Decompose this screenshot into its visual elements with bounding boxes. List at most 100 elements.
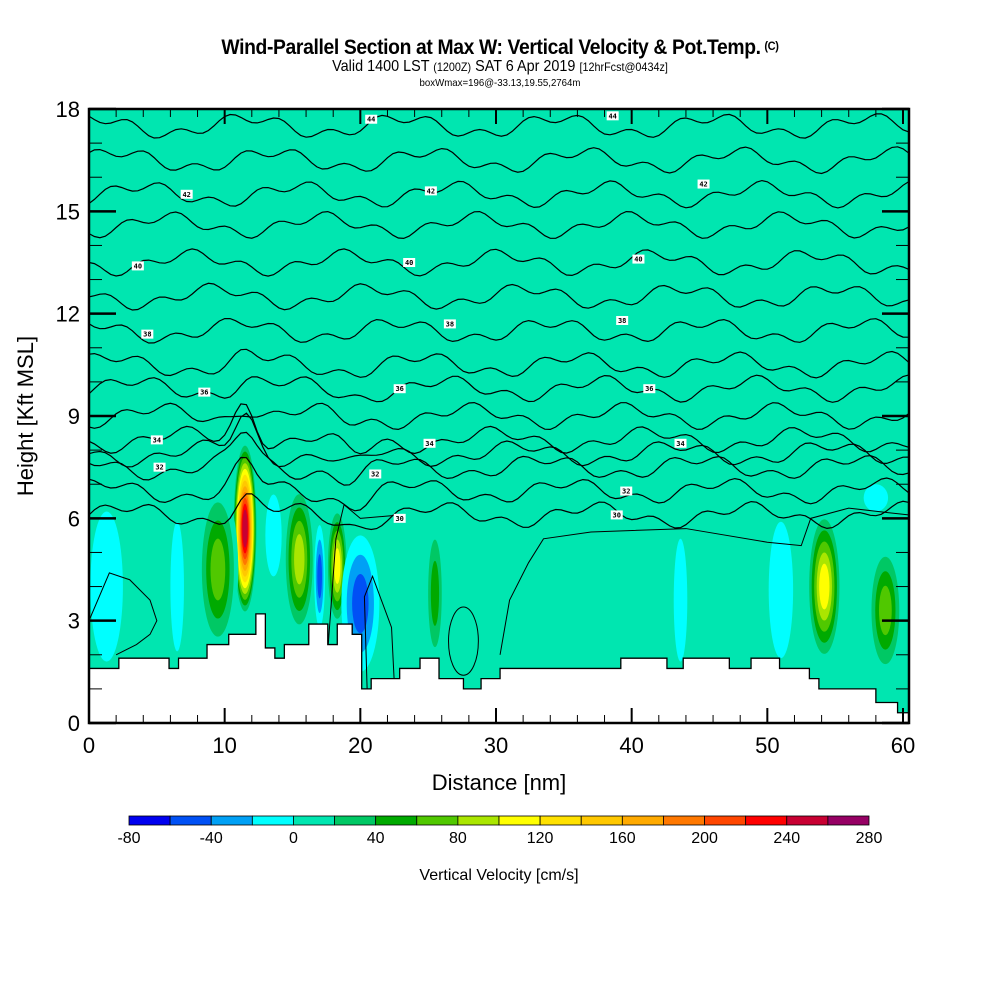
contour-label-box — [616, 315, 629, 325]
weak-updraft-band — [734, 109, 770, 464]
x-tick-labels: 0 10 20 30 40 50 60 — [83, 733, 915, 758]
theta-contour-closed — [448, 606, 479, 676]
theta-contour-37 — [89, 348, 909, 379]
theta-contour-35 — [89, 401, 909, 431]
contour-label-box — [150, 435, 163, 445]
x-tick-label: 10 — [212, 733, 236, 758]
theta-contour-low-mid — [324, 503, 402, 689]
colorbar-bin — [169, 815, 212, 826]
chart-title-text: Wind-Parallel Section at Max W: Vertical… — [221, 36, 761, 59]
contour-label: 36 — [395, 385, 403, 393]
colorbar-bin — [375, 815, 418, 826]
theta-contour-36 — [89, 374, 909, 403]
y-axis-title: Height [Kft MSL] — [13, 336, 38, 496]
contour-label: 32 — [622, 488, 630, 496]
contour-label: 42 — [699, 181, 707, 189]
colorbar-tick-label: 160 — [609, 830, 636, 847]
downdraft-cell — [863, 484, 889, 512]
x-tick-label: 0 — [83, 733, 95, 758]
colorbar-bin — [786, 815, 829, 826]
weak-updraft-band — [843, 109, 884, 478]
colorbar-bin — [580, 815, 623, 826]
theta-contour-31 — [89, 456, 909, 512]
box-wmax-info: boxWmax=196@-33.13,19.55,2764m — [419, 77, 581, 89]
y-tick-label: 6 — [68, 506, 80, 531]
theta-contour-32 — [89, 431, 909, 486]
contour-label-box — [131, 261, 144, 271]
colorbar-bin — [498, 815, 541, 826]
contour-label: 40 — [634, 256, 642, 264]
colorbar — [128, 815, 870, 826]
contour-label-box — [365, 114, 378, 124]
low-level-updraft-band — [570, 566, 598, 689]
colorbar-tick-label: 0 — [289, 830, 298, 847]
terrain-profile — [89, 613, 909, 723]
updraft-cell — [242, 509, 248, 548]
contour-label: 38 — [618, 317, 626, 325]
colorbar-tick-label: -40 — [200, 830, 223, 847]
contour-label-box — [141, 329, 154, 339]
downdraft-cell — [352, 574, 369, 634]
low-level-updraft-band — [645, 545, 673, 689]
contour-label: 42 — [427, 187, 435, 195]
theta-contour-low-cell — [363, 574, 395, 689]
updraft-cell — [294, 534, 305, 585]
theta-contour-34 — [89, 403, 909, 455]
downdraft-cell — [317, 554, 322, 599]
valid-utc: (1200Z) — [433, 60, 472, 74]
contour-label-box — [393, 513, 406, 523]
downdraft-cell — [90, 511, 123, 662]
contour-label-box — [403, 258, 416, 267]
y-tick-label: 9 — [68, 404, 80, 429]
y-tick-labels: 0 3 6 9 12 15 18 — [56, 97, 80, 736]
weak-updraft-band — [656, 109, 694, 478]
weak-updraft-band — [529, 109, 572, 464]
axis-ticks — [88, 107, 909, 725]
valid-time: Valid 1400 LST — [332, 58, 430, 75]
theta-contour-low-left — [89, 572, 158, 656]
colorbar-bin — [416, 815, 459, 826]
updraft-cell — [819, 563, 830, 610]
contour-label-box — [443, 319, 456, 329]
colorbar-tick-labels: -80 -40 0 40 80 120 160 200 240 280 — [117, 830, 882, 847]
x-axis-title: Distance [nm] — [432, 770, 567, 795]
theta-contour-40 — [89, 248, 909, 277]
theta-contour-30 — [89, 493, 909, 531]
updraft-cell — [210, 538, 226, 601]
contour-label: 32 — [155, 464, 163, 472]
updraft-cell — [430, 560, 440, 626]
colorbar-bin — [539, 815, 582, 826]
weak-updraft-band — [283, 109, 309, 478]
forecast-info: [12hrFcst@0434z] — [579, 60, 668, 74]
y-tick-label: 0 — [68, 711, 80, 736]
colorbar-tick-label: 240 — [773, 830, 800, 847]
contour-labels: 44 44 42 42 42 40 40 40 38 38 38 36 36 36 34 34 34 32 32 32… — [131, 111, 710, 523]
colorbar-bin — [293, 815, 335, 826]
colorbar-tick-label: 120 — [527, 830, 554, 847]
chart-title: Wind-Parallel Section at Max W: Vertical… — [40, 36, 960, 60]
theta-contour-38 — [89, 318, 909, 344]
contour-label-box — [610, 510, 623, 520]
theta-contour-41 — [89, 210, 909, 240]
contour-label: 34 — [153, 436, 161, 444]
colorbar-bin — [663, 815, 705, 826]
theta-contour-42 — [89, 179, 909, 209]
weak-updraft-band — [463, 109, 499, 478]
contour-label-box — [198, 387, 211, 397]
x-tick-label: 60 — [891, 733, 915, 758]
colorbar-bin — [704, 815, 747, 826]
downdraft-cell — [170, 521, 184, 652]
contour-label-box — [697, 179, 710, 189]
contour-label-box — [369, 469, 382, 479]
contour-label-box — [632, 254, 645, 264]
downdraft-cell — [768, 521, 794, 659]
downdraft-cell — [265, 494, 282, 577]
contour-label: 42 — [182, 191, 190, 199]
contour-label-box — [643, 384, 656, 394]
weak-updraft-band — [593, 109, 629, 451]
colorbar-bin — [128, 815, 171, 826]
colorbar-bin — [457, 815, 500, 826]
terrain — [89, 613, 909, 723]
downdraft-cell — [673, 538, 688, 662]
